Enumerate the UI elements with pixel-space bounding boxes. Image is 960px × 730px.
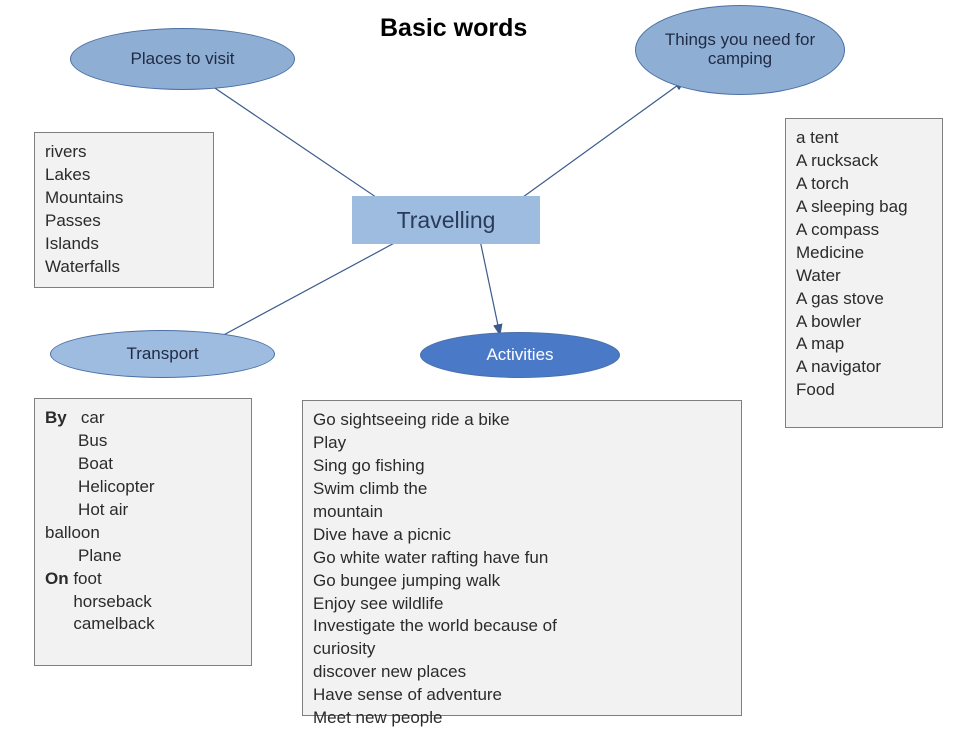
box-places: rivers Lakes Mountains Passes Islands Wa… [34, 132, 214, 288]
box-transport: By car Bus Boat Helicopter Hot airballoo… [34, 398, 252, 666]
node-travelling: Travelling [352, 196, 540, 244]
node-places-to-visit: Places to visit [70, 28, 295, 90]
box-activities: Go sightseeing ride a bike Play Sing go … [302, 400, 742, 716]
page-title: Basic words [380, 14, 527, 43]
box-camping: a tent A rucksack A torch A sleeping bag… [785, 118, 943, 428]
node-things-for-camping: Things you need for camping [635, 5, 845, 95]
node-transport: Transport [50, 330, 275, 378]
diagram-canvas: { "title": { "text": "Basic words", "fon… [0, 0, 960, 720]
node-activities: Activities [420, 332, 620, 378]
